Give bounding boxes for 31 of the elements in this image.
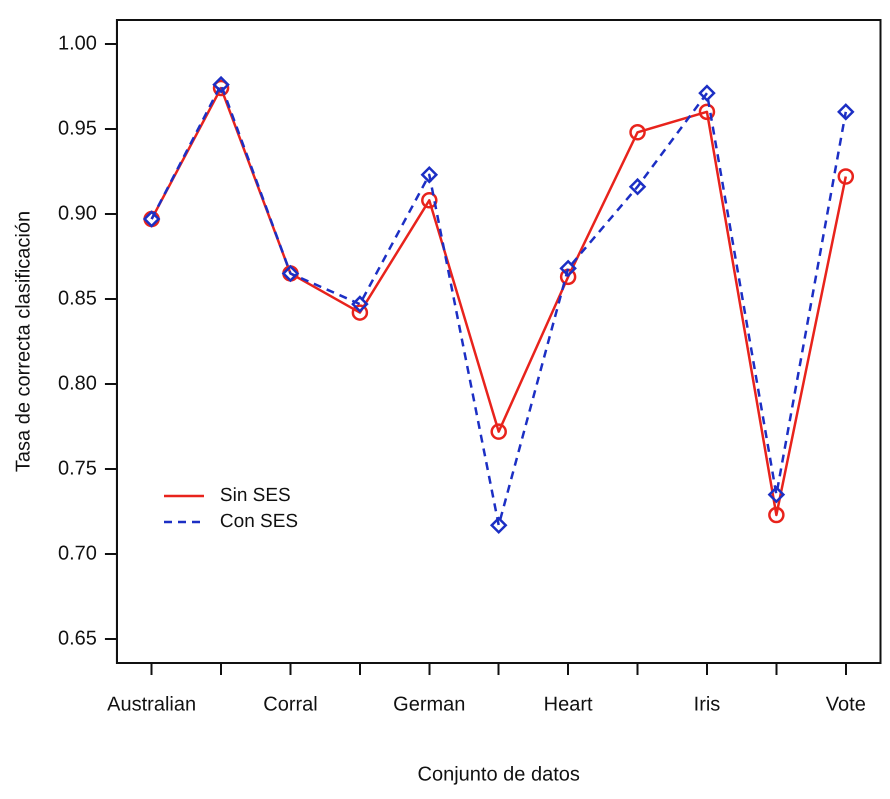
- point: [421, 166, 438, 184]
- point: [629, 124, 646, 141]
- point: [698, 84, 716, 102]
- x-tick-label: Corral: [263, 694, 318, 716]
- x-axis-title: Conjunto de datos: [418, 764, 580, 786]
- point: [560, 260, 576, 277]
- y-axis-title: Tasa de correcta clasificación: [12, 210, 35, 472]
- x-tick-label: Australian: [107, 694, 196, 716]
- legend-label: Con SES: [220, 510, 298, 534]
- point: [212, 76, 230, 93]
- x-tick-label: German: [393, 694, 466, 716]
- point: [838, 104, 854, 120]
- y-tick-label: 0.95: [58, 117, 97, 140]
- point: [490, 516, 507, 534]
- x-tick-label: Vote: [826, 694, 866, 716]
- y-tick-label: 0.80: [58, 372, 97, 395]
- point: [352, 296, 368, 312]
- point: [768, 506, 785, 524]
- point: [768, 486, 785, 503]
- y-tick-label: 0.90: [58, 202, 97, 224]
- point: [629, 178, 646, 195]
- x-tick-label: Heart: [544, 694, 594, 716]
- y-tick-label: 0.65: [58, 628, 97, 650]
- point: [838, 168, 854, 185]
- y-tick-label: 0.75: [58, 458, 97, 480]
- x-tick-label: Iris: [694, 694, 720, 716]
- point: [490, 423, 507, 440]
- y-tick-label: 0.70: [58, 542, 97, 565]
- y-tick-label: 0.85: [58, 287, 97, 310]
- y-tick-label: 1.00: [58, 32, 97, 54]
- legend-label: Sin SES: [220, 484, 291, 508]
